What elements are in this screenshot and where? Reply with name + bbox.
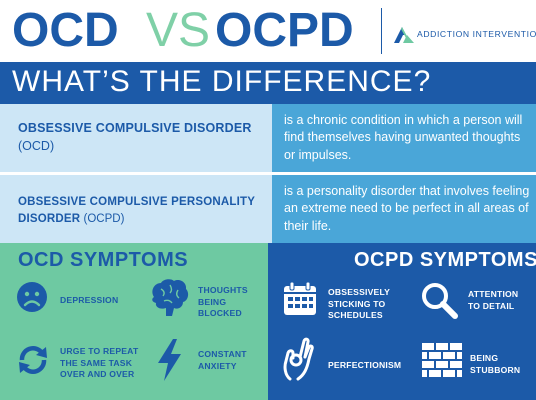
definition-row-ocpd: OBSESSIVE COMPULSIVE PERSONALITY DISORDE…: [0, 175, 536, 243]
symptom-label: URGE TO REPEAT THE SAME TASK OVER AND OV…: [60, 346, 139, 380]
title-ocd: OCD: [12, 4, 119, 57]
term-abbreviation: (OCD): [18, 139, 55, 154]
definition-row-ocd: OBSESSIVE COMPULSIVE DISORDER (OCD) is a…: [0, 104, 536, 172]
symptom-label: DEPRESSION: [60, 295, 119, 305]
symptom-label: BEING STUBBORN: [470, 353, 521, 375]
ocpd-symptoms-panel: OCPD SYMPTOMS OBSESSIVELY STICKING TO SC…: [268, 243, 536, 400]
brick-wall-icon: [422, 343, 462, 377]
repeat-arrows-icon: [19, 346, 47, 374]
definition-text-cell: is a personality disorder that involves …: [272, 175, 536, 243]
header: OCD VS OCPD ADDICTION INTERVENTION: [0, 0, 536, 62]
symptom-label: CONSTANT ANXIETY: [198, 349, 247, 371]
brain-icon: [152, 279, 189, 316]
term-ocd: OBSESSIVE COMPULSIVE DISORDER (OCD): [18, 119, 268, 155]
lightning-icon: [158, 339, 181, 381]
definition-term-cell: OBSESSIVE COMPULSIVE PERSONALITY DISORDE…: [0, 175, 272, 243]
symptom-label: THOUGHTS BEING BLOCKED: [198, 285, 248, 319]
mountain-logo-icon: [394, 27, 414, 43]
magnifier-icon: [422, 283, 458, 319]
ok-hand-icon: [283, 337, 314, 381]
term-name: OBSESSIVE COMPULSIVE PERSONALITY DISORDE…: [18, 196, 255, 225]
title-vs: VS: [146, 4, 211, 57]
definition-divider: [0, 172, 536, 175]
header-divider: [381, 8, 382, 54]
definition-term-cell: OBSESSIVE COMPULSIVE DISORDER (OCD): [0, 104, 272, 172]
term-abbreviation: (OCPD): [83, 212, 125, 225]
ocpd-symptoms-title: OCPD SYMPTOMS: [354, 249, 536, 271]
subtitle: WHAT’S THE DIFFERENCE?: [12, 65, 432, 98]
ocd-symptoms-panel: OCD SYMPTOMS DEPRESSION THOUGHTS BEING B…: [0, 243, 268, 400]
symptom-label: ATTENTION TO DETAIL: [468, 289, 519, 311]
brand-logo[interactable]: ADDICTION INTERVENTION: [394, 24, 536, 44]
subtitle-band: WHAT’S THE DIFFERENCE?: [0, 62, 536, 104]
title-ocpd: OCPD: [215, 4, 354, 57]
term-ocpd: OBSESSIVE COMPULSIVE PERSONALITY DISORDE…: [18, 194, 268, 227]
definition-text-cell: is a chronic condition in which a person…: [272, 104, 536, 172]
logo-text: ADDICTION INTERVENTION: [417, 29, 536, 39]
definition-ocd: is a chronic condition in which a person…: [284, 113, 523, 162]
symptom-label: OBSESSIVELY STICKING TO SCHEDULES: [328, 287, 390, 321]
definition-ocpd: is a personality disorder that involves …: [284, 184, 530, 233]
sad-face-icon: [17, 282, 47, 312]
ocd-symptoms-title: OCD SYMPTOMS: [18, 249, 189, 271]
term-name: OBSESSIVE COMPULSIVE DISORDER: [18, 121, 252, 135]
calendar-icon: [284, 281, 316, 315]
symptom-label: PERFECTIONISM: [328, 360, 402, 370]
